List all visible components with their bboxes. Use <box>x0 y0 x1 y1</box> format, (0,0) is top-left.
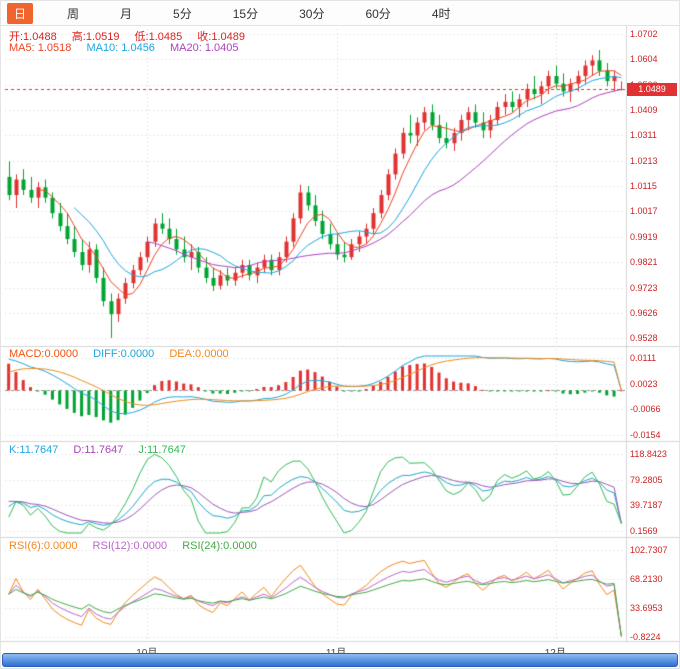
timeframe-tabs: 日 周 月 5分 15分 30分 60分 4时 <box>1 1 679 26</box>
kdj-legend: K:11.7647 D:11.7647 J:11.7647 <box>9 444 198 456</box>
ma5-value: MA5: 1.0518 <box>9 42 72 54</box>
rsi6-value: RSI(6):0.0000 <box>9 540 78 552</box>
ohlc-open: 开:1.0488 <box>9 31 57 43</box>
tab-30min[interactable]: 30分 <box>299 6 325 21</box>
macd-legend: MACD:0.0000 DIFF:0.0000 DEA:0.0000 <box>9 348 241 360</box>
ohlc-high: 高:1.0519 <box>71 31 120 43</box>
macd-value: MACD:0.0000 <box>9 348 79 360</box>
ma20-value: MA20: 1.0405 <box>170 42 239 54</box>
ma10-value: MA10: 1.0456 <box>86 42 155 54</box>
current-price-badge: 1.0489 <box>627 83 677 96</box>
dea-value: DEA:0.0000 <box>169 348 229 360</box>
tab-4hour[interactable]: 4时 <box>431 6 451 21</box>
tab-day[interactable]: 日 <box>7 2 34 24</box>
tab-60min[interactable]: 60分 <box>365 6 391 21</box>
rsi24-value: RSI(24):0.0000 <box>182 540 257 552</box>
ohlc-legend: 开:1.0488 高:1.0519 低:1.0485 收:1.0489 <box>9 28 257 44</box>
ohlc-close: 收:1.0489 <box>197 31 245 43</box>
j-value: J:11.7647 <box>138 444 186 456</box>
tab-month[interactable]: 月 <box>120 6 133 21</box>
tab-15min[interactable]: 15分 <box>232 6 259 21</box>
ma-legend: MA5: 1.0518 MA10: 1.0456 MA20: 1.0405 <box>9 42 251 54</box>
ohlc-low: 低:1.0485 <box>134 31 183 43</box>
d-value: D:11.7647 <box>73 444 124 456</box>
tab-week[interactable]: 周 <box>67 6 80 21</box>
diff-value: DIFF:0.0000 <box>93 348 155 360</box>
horizontal-scrollbar[interactable] <box>2 653 678 667</box>
rsi-legend: RSI(6):0.0000 RSI(12):0.0000 RSI(24):0.0… <box>9 540 269 552</box>
rsi12-value: RSI(12):0.0000 <box>92 540 168 552</box>
k-value: K:11.7647 <box>9 444 59 456</box>
tab-5min[interactable]: 5分 <box>173 6 192 21</box>
